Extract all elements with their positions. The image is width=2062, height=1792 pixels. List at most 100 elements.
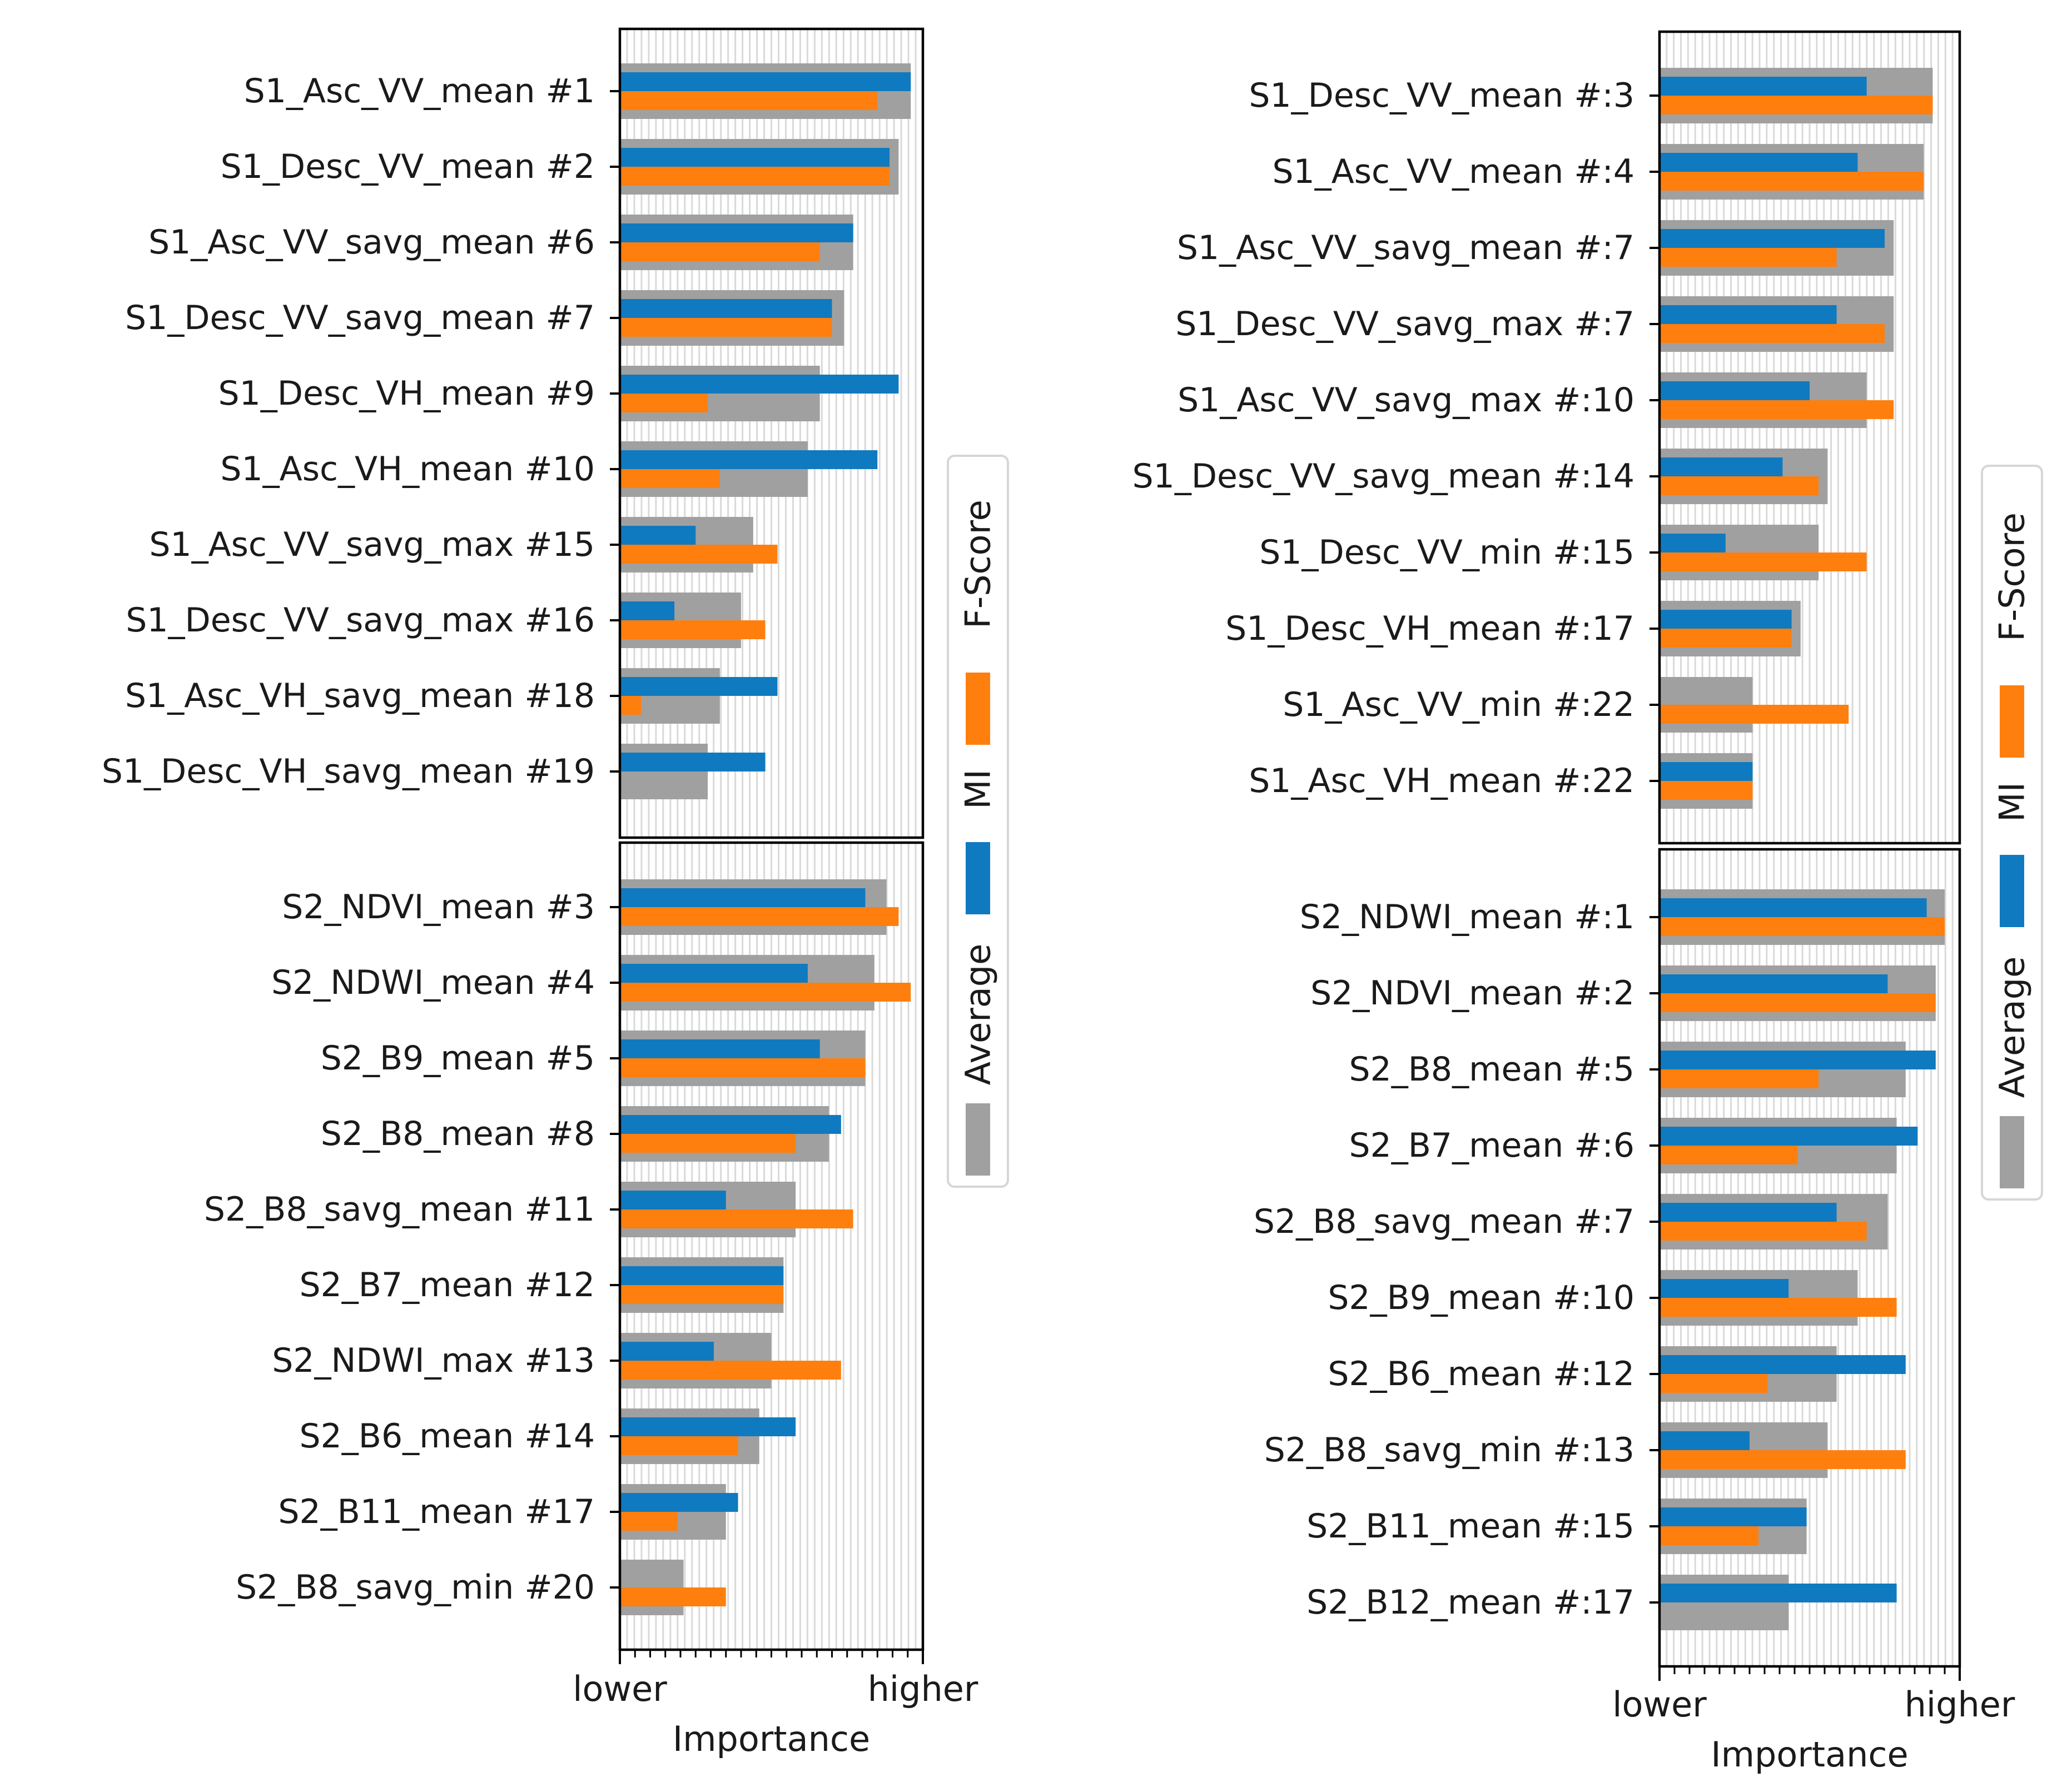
f-score-bar — [1659, 629, 1792, 648]
mi-bar — [620, 375, 899, 394]
x-tick-label-lower: lower — [1612, 1684, 1707, 1725]
legend-entry-average: Average — [1992, 957, 2033, 1188]
feature-label: S2_B8_mean #8 — [321, 1114, 595, 1153]
feature-label: S1_Desc_VV_savg_max #:7 — [1175, 305, 1634, 344]
f-score-bar — [620, 91, 878, 110]
f-score-bar — [620, 983, 911, 1002]
feature-label: S2_B6_mean #:12 — [1328, 1355, 1634, 1393]
feature-label: S2_NDWI_mean #:1 — [1300, 898, 1634, 937]
feature-row: S1_Desc_VV_min #:15 — [1259, 525, 1867, 580]
f-score-bar — [620, 242, 820, 261]
mi-bar — [1659, 1431, 1750, 1450]
f-score-bar — [1659, 552, 1867, 571]
legend-swatch — [966, 842, 990, 914]
feature-label: S1_Desc_VH_savg_mean #19 — [102, 752, 595, 791]
feature-row: S1_Desc_VH_mean #:17 — [1225, 601, 1801, 656]
f-score-bar — [1659, 1298, 1897, 1317]
feature-row: S2_NDWI_mean #4 — [271, 955, 911, 1011]
feature-label: S2_NDWI_max #13 — [272, 1341, 595, 1380]
feature-row: S1_Desc_VV_savg_mean #7 — [125, 290, 844, 346]
feature-row: S2_B8_savg_mean #11 — [204, 1182, 853, 1237]
feature-label: S1_Desc_VV_mean #:3 — [1249, 76, 1634, 115]
feature-label: S2_B12_mean #:17 — [1306, 1583, 1634, 1622]
feature-row: S2_NDVI_mean #3 — [282, 879, 899, 935]
legend: Average MI F-Score — [1981, 465, 2043, 1201]
mi-bar — [620, 526, 696, 545]
f-score-bar — [620, 469, 720, 488]
f-score-bar — [620, 1361, 841, 1380]
mi-bar — [1659, 457, 1783, 476]
mi-bar — [1659, 1127, 1918, 1146]
feature-label: S1_Desc_VV_min #:15 — [1259, 533, 1634, 572]
f-score-bar — [1659, 248, 1837, 267]
mi-bar — [1659, 305, 1837, 324]
f-score-bar — [1659, 324, 1885, 343]
legend-entry-average: Average — [958, 944, 998, 1176]
legend-entry-f-score: F-Score — [958, 500, 998, 745]
mi-bar — [620, 72, 911, 91]
feature-label: S1_Asc_VV_mean #1 — [244, 72, 595, 111]
mi-bar — [620, 1417, 796, 1436]
feature-label: S1_Asc_VH_mean #:22 — [1249, 761, 1634, 800]
feature-row: S1_Asc_VV_savg_mean #:7 — [1177, 220, 1894, 276]
feature-row: S1_Desc_VV_savg_mean #:14 — [1132, 449, 1828, 504]
feature-row: S2_B9_mean #5 — [321, 1031, 866, 1086]
mi-bar — [1659, 1051, 1936, 1069]
f-score-bar — [1659, 993, 1936, 1012]
feature-row: S2_B8_mean #8 — [321, 1106, 841, 1162]
feature-row: S1_Asc_VH_savg_mean #18 — [125, 668, 778, 724]
feature-row: S2_B6_mean #14 — [300, 1408, 796, 1464]
mi-bar — [620, 1115, 841, 1134]
feature-row: S2_B7_mean #:6 — [1349, 1118, 1918, 1173]
mi-bar — [620, 1039, 820, 1058]
mi-bar — [620, 1266, 784, 1285]
legend-entry-f-score: F-Score — [1992, 512, 2033, 758]
feature-label: S1_Asc_VV_savg_max #:10 — [1177, 381, 1634, 420]
f-score-bar — [1659, 1069, 1819, 1088]
feature-label: S1_Desc_VH_mean #9 — [218, 374, 595, 413]
legend-label: Average — [1992, 957, 2033, 1098]
feature-row: S2_B8_savg_mean #:7 — [1254, 1194, 1888, 1250]
mi-bar — [1659, 229, 1885, 248]
f-score-bar — [1659, 781, 1753, 800]
panel-2: S2_NDVI_mean #3 S2_NDWI_mean #4 S2_B9_mean… — [204, 841, 925, 1651]
mi-bar — [1659, 534, 1726, 552]
panel-frame — [618, 27, 925, 839]
feature-row: S1_Asc_VV_savg_mean #6 — [148, 215, 853, 270]
mi-bar — [620, 1342, 714, 1361]
legend-entry-mi: MI — [958, 769, 998, 914]
feature-label: S1_Asc_VV_savg_mean #:7 — [1177, 228, 1634, 267]
feature-row: S2_B6_mean #:12 — [1328, 1346, 1906, 1402]
feature-row: S1_Asc_VV_mean #1 — [244, 63, 911, 119]
panel-1: S1_Asc_VV_mean #1 S1_Desc_VV_mean #2 S1_As… — [102, 27, 925, 839]
feature-label: S2_NDVI_mean #3 — [282, 888, 595, 927]
feature-row: S1_Desc_VH_mean #9 — [218, 366, 899, 421]
legend-box — [1981, 465, 2043, 1201]
mi-bar — [1659, 153, 1858, 172]
feature-row: S2_B11_mean #17 — [278, 1484, 738, 1540]
feature-row: S1_Desc_VH_savg_mean #19 — [102, 744, 766, 799]
mi-bar — [620, 601, 675, 620]
legend-entry-mi: MI — [1992, 782, 2033, 927]
feature-label: S2_NDVI_mean #:2 — [1310, 974, 1634, 1013]
feature-row: S2_B12_mean #:17 — [1306, 1575, 1897, 1630]
feature-row: S2_NDWI_mean #:1 — [1300, 889, 1945, 945]
feature-row: S2_B8_mean #:5 — [1349, 1042, 1936, 1097]
f-score-bar — [620, 1587, 726, 1606]
feature-row: S1_Desc_VV_savg_max #:7 — [1175, 296, 1894, 352]
feature-row: S1_Asc_VV_savg_max #15 — [149, 517, 778, 573]
feature-label: S2_NDWI_mean #4 — [271, 963, 595, 1002]
legend-box — [947, 455, 1009, 1188]
feature-row: S2_B8_savg_min #20 — [236, 1560, 726, 1615]
feature-label: S2_B8_mean #:5 — [1349, 1050, 1635, 1089]
feature-label: S1_Asc_VH_savg_mean #18 — [125, 676, 595, 715]
x-tick-label-higher: higher — [868, 1669, 978, 1709]
mi-bar — [620, 888, 866, 907]
feature-label: S2_B11_mean #:15 — [1306, 1507, 1634, 1546]
feature-label: S1_Desc_VV_savg_mean #:14 — [1132, 457, 1634, 496]
feature-label: S1_Asc_VV_mean #:4 — [1272, 152, 1634, 191]
f-score-bar — [1659, 1450, 1906, 1469]
feature-row: S1_Desc_VV_mean #:3 — [1249, 68, 1933, 123]
x-tick-label-lower: lower — [573, 1669, 667, 1709]
mi-bar — [1659, 1203, 1837, 1222]
